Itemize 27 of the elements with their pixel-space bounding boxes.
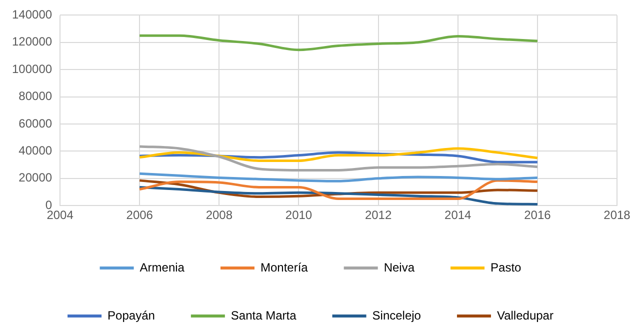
legend-label: Pasto [490, 260, 522, 274]
legend-label: Sincelejo [372, 308, 422, 322]
legend-label: Popayán [108, 308, 155, 322]
line-series [138, 172, 539, 182]
x-tick-label: 2018 [604, 208, 631, 222]
y-tick-label: 80000 [18, 89, 52, 104]
x-tick-label: 2016 [524, 208, 552, 222]
x-tick-label: 2012 [364, 208, 392, 222]
x-tick-label: 2006 [126, 208, 154, 222]
line-series [138, 147, 539, 162]
legend-label: Montería [260, 260, 308, 274]
x-tick-label: 2010 [285, 208, 312, 222]
y-tick-label: 140000 [12, 8, 52, 22]
legend-label: Armenia [140, 260, 185, 274]
legend-label: Santa Marta [230, 308, 297, 322]
x-tick-label: 2008 [206, 208, 233, 222]
line-series [138, 34, 539, 52]
line-series [138, 186, 539, 206]
legend-label: Valledupar [496, 308, 554, 322]
y-tick-label: 60000 [18, 116, 52, 130]
y-tick-label: 120000 [12, 34, 52, 49]
legend-label: Neiva [384, 260, 415, 274]
x-tick-label: 2014 [444, 208, 472, 222]
y-tick-label: 20000 [18, 170, 52, 185]
y-tick-label: 40000 [18, 144, 52, 158]
y-tick-label: 100000 [12, 62, 52, 76]
line-series [138, 145, 539, 172]
